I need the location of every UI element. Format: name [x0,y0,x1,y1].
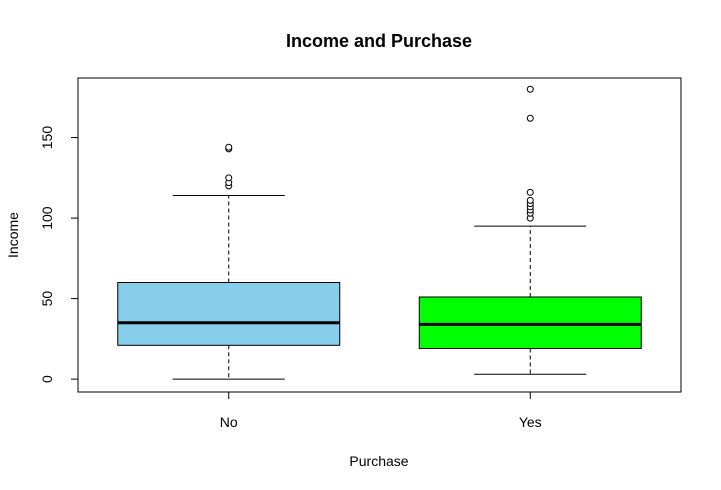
y-tick-label: 150 [39,126,55,150]
box-group-yes [418,85,642,375]
outlier-point [225,174,233,182]
x-axis: No Yes [220,392,542,430]
box-group-no [117,143,341,380]
boxes [117,85,642,380]
y-axis-label: Income [5,212,21,258]
y-tick-label: 100 [39,206,55,230]
chart-title: Income and Purchase [286,31,472,51]
iqr-box [418,296,642,350]
y-tick-label: 50 [39,291,55,307]
iqr-box [117,282,341,346]
x-tick-label: No [220,414,238,430]
outlier-point [526,114,534,122]
outlier-point [225,143,233,151]
outlier-point [526,196,534,204]
y-axis: 0 50 100 150 [39,126,79,383]
x-axis-label: Purchase [349,453,408,469]
outlier-point [526,85,534,93]
x-tick-label: Yes [519,414,542,430]
y-tick-label: 0 [39,375,55,383]
outlier-point [526,188,534,196]
